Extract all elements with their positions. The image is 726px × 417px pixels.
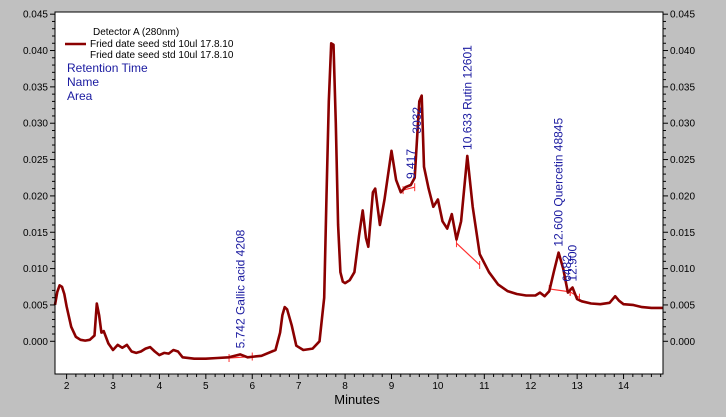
- x-tick-label: 14: [618, 381, 630, 392]
- x-tick-label: 9: [389, 381, 395, 392]
- integration-baseline-2: [456, 242, 481, 266]
- y-tick-label-right: 0.040: [670, 46, 695, 57]
- x-tick-label: 2: [64, 381, 70, 392]
- integration-baseline-1: [402, 186, 415, 191]
- peak-label: 10.633 Rutin 12601: [460, 45, 474, 150]
- x-tick-label: 11: [479, 381, 490, 392]
- y-tick-label-left: 0.000: [23, 337, 48, 348]
- info-name: Name: [67, 75, 99, 89]
- plot-area: [55, 12, 663, 374]
- legend-entry-1: Fried date seed std 10ul 17.8.10: [90, 39, 234, 50]
- y-tick-label-right: 0.030: [670, 119, 695, 130]
- peak-label: 6482: [560, 255, 574, 282]
- chromatogram-trace: [53, 42, 663, 360]
- peak-label: 3032: [410, 107, 424, 134]
- y-tick-label-right: 0.015: [670, 228, 695, 239]
- x-tick-label: 13: [572, 381, 584, 392]
- y-tick-label-right: 0.045: [670, 10, 695, 21]
- info-retention-time: Retention Time: [67, 61, 148, 75]
- info-area: Area: [67, 89, 93, 103]
- legend-detector: Detector A (280nm): [93, 27, 179, 38]
- peak-label: 12.900: [565, 244, 579, 281]
- plot-frame: [54, 11, 664, 375]
- x-tick-label: 5: [203, 381, 209, 392]
- legend-entry-2: Fried date seed std 10ul 17.8.10: [90, 50, 234, 61]
- x-tick-label: 4: [157, 381, 163, 392]
- y-tick-label-left: 0.005: [23, 300, 48, 311]
- y-tick-label-left: 0.035: [23, 82, 48, 93]
- y-tick-label-left: 0.030: [23, 119, 48, 130]
- y-tick-label-right: 0.025: [670, 155, 695, 166]
- peak-info-header: Retention Time Name Area: [67, 61, 148, 103]
- peak-label: 12.600 Quercetin 48845: [552, 118, 566, 247]
- y-tick-label-left: 0.015: [23, 228, 48, 239]
- y-tick-label-left: 0.020: [23, 191, 48, 202]
- y-tick-label-left: 0.045: [23, 10, 48, 21]
- x-tick-label: 12: [525, 381, 537, 392]
- y-tick-label-right: 0.035: [670, 82, 695, 93]
- x-tick-label: 6: [249, 381, 255, 392]
- y-tick-label-right: 0.005: [670, 300, 695, 311]
- x-tick-label: 8: [342, 381, 348, 392]
- x-tick-label: 10: [432, 381, 444, 392]
- y-tick-label-left: 0.040: [23, 46, 48, 57]
- y-tick-label-left: 0.010: [23, 264, 48, 275]
- peak-label: 5.742 Gallic acid 4208: [233, 229, 247, 348]
- x-tick-label: 7: [296, 381, 302, 392]
- y-tick-label-right: 0.010: [670, 264, 695, 275]
- peak-label: 9.417: [404, 149, 418, 179]
- legend: Detector A (280nm) Fried date seed std 1…: [65, 27, 234, 61]
- x-axis-title: Minutes: [334, 392, 380, 407]
- y-tick-label-right: 0.000: [670, 337, 695, 348]
- x-tick-label: 3: [110, 381, 116, 392]
- y-tick-label-right: 0.020: [670, 191, 695, 202]
- y-tick-label-left: 0.025: [23, 155, 48, 166]
